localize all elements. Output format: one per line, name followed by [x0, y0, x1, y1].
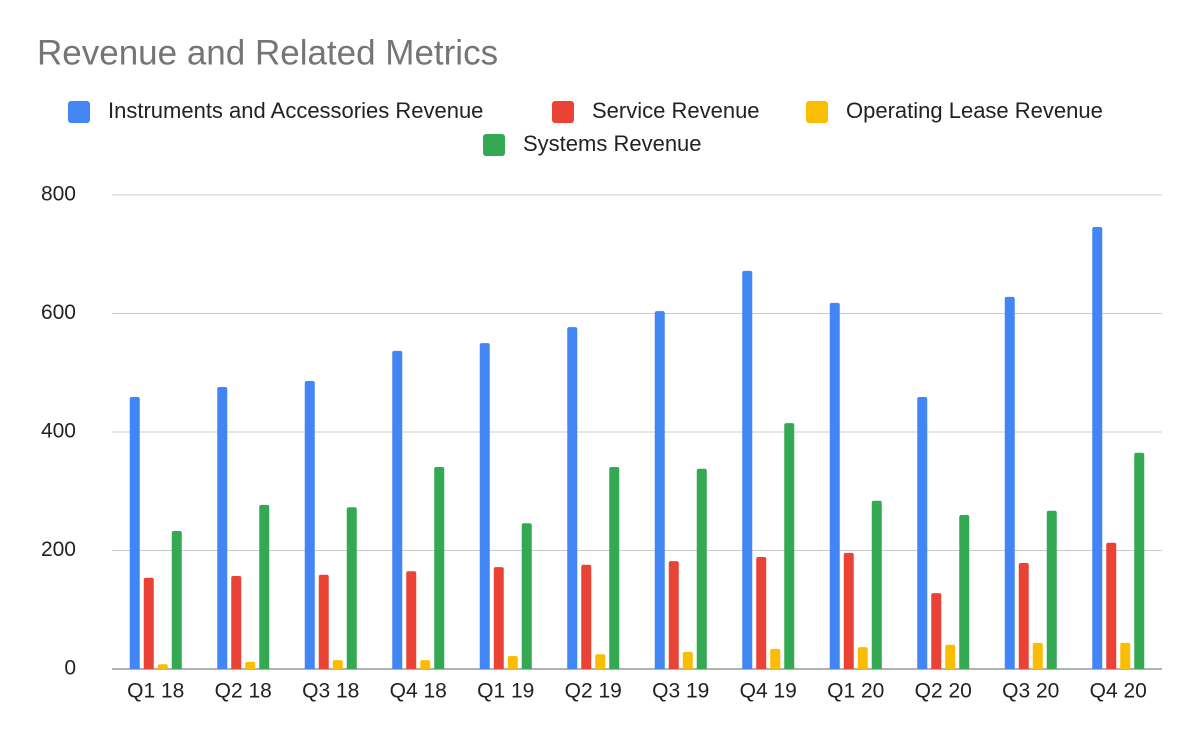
bar: [171, 530, 182, 669]
bar: [231, 575, 242, 669]
legend-label: Systems Revenue: [523, 131, 702, 156]
bar: [157, 664, 168, 669]
bar: [770, 648, 781, 669]
y-tick-label: 600: [41, 301, 76, 324]
bar: [1106, 542, 1117, 669]
bar: [567, 327, 578, 669]
bar: [346, 507, 357, 669]
bar: [829, 302, 840, 669]
x-tick-label: Q1 20: [827, 680, 884, 703]
bar: [245, 661, 256, 669]
chart-title: Revenue and Related Metrics: [37, 33, 498, 72]
bar: [945, 644, 956, 669]
bar: [682, 651, 693, 669]
bar: [696, 468, 707, 669]
bar: [784, 423, 795, 669]
bar: [259, 504, 270, 669]
x-tick-label: Q1 19: [477, 680, 534, 703]
x-tick-label: Q3 18: [302, 680, 359, 703]
bar: [871, 500, 882, 669]
bar: [668, 561, 679, 669]
bar: [917, 397, 928, 669]
legend-label: Instruments and Accessories Revenue: [108, 98, 483, 123]
bar: [1120, 642, 1131, 669]
bar: [420, 660, 431, 669]
legend-swatch: [552, 101, 574, 123]
x-tick-label: Q4 19: [740, 680, 797, 703]
bar: [857, 647, 868, 669]
bar: [609, 466, 620, 669]
legend-label: Service Revenue: [592, 98, 760, 123]
bar: [595, 654, 606, 669]
y-tick-label: 800: [41, 183, 76, 206]
bar: [1046, 510, 1057, 669]
bar: [304, 381, 315, 669]
legend-swatch: [806, 101, 828, 123]
bar: [479, 343, 490, 669]
x-tick-label: Q2 20: [915, 680, 972, 703]
bar: [392, 350, 403, 669]
x-tick-label: Q3 19: [652, 680, 709, 703]
bar: [1032, 642, 1043, 669]
bar: [129, 397, 140, 669]
bar: [931, 593, 942, 669]
bar: [332, 660, 343, 669]
x-tick-label: Q4 20: [1090, 680, 1147, 703]
bar: [581, 564, 592, 669]
x-tick-label: Q2 19: [565, 680, 622, 703]
y-tick-label: 400: [41, 420, 76, 443]
x-tick-label: Q2 18: [215, 680, 272, 703]
bar: [521, 523, 532, 669]
y-tick-label: 0: [64, 657, 76, 680]
bar: [434, 466, 445, 669]
bar: [843, 552, 854, 669]
bar: [406, 571, 417, 669]
bar: [217, 386, 228, 669]
bar: [1018, 562, 1029, 669]
bar: [318, 574, 329, 669]
bar: [654, 311, 665, 669]
legend-label: Operating Lease Revenue: [846, 98, 1103, 123]
bar: [143, 577, 154, 669]
bar: [756, 557, 767, 669]
bar: [1092, 226, 1103, 669]
bar: [507, 655, 518, 669]
bar: [1134, 452, 1145, 669]
x-tick-label: Q3 20: [1002, 680, 1059, 703]
x-tick-label: Q1 18: [127, 680, 184, 703]
bar: [742, 270, 753, 669]
legend-swatch: [483, 134, 505, 156]
y-tick-label: 200: [41, 538, 76, 561]
legend-swatch: [68, 101, 90, 123]
bar: [1004, 296, 1015, 669]
x-tick-label: Q4 18: [390, 680, 447, 703]
bar: [493, 567, 504, 669]
bar: [959, 514, 970, 669]
